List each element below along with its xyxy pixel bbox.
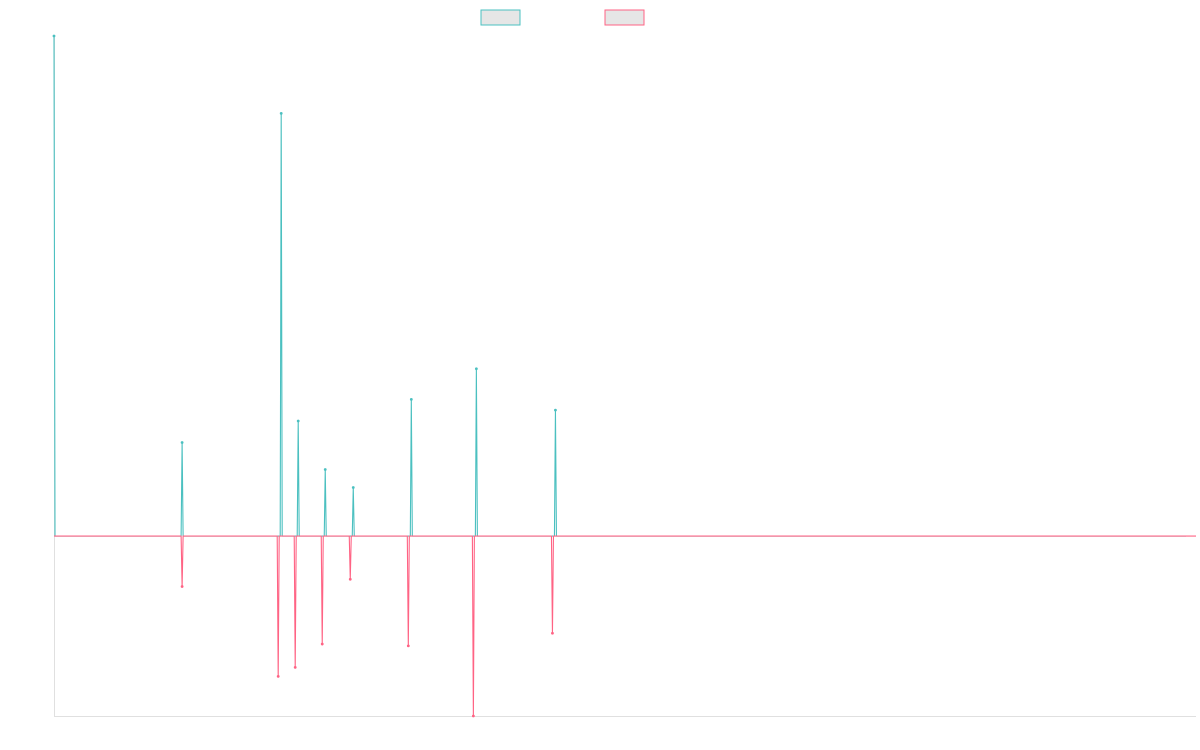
series-2-point[interactable] (471, 714, 475, 718)
series-2-point[interactable] (348, 577, 352, 581)
series-1-point[interactable] (279, 111, 283, 115)
series-2-point[interactable] (276, 675, 280, 678)
series-2-point[interactable] (180, 585, 184, 588)
series-2-point[interactable] (406, 644, 410, 648)
series-2-point[interactable] (320, 642, 324, 646)
series-1-point[interactable] (52, 34, 56, 38)
series-1-point[interactable] (351, 486, 355, 489)
legend-swatch-series-2[interactable] (604, 9, 645, 26)
series-2-point[interactable] (551, 631, 554, 635)
legend-swatch-series-1[interactable] (480, 9, 521, 26)
series-1-point[interactable] (180, 441, 184, 444)
series-1-point[interactable] (474, 367, 478, 371)
series-layer (52, 34, 1196, 718)
series-1-point[interactable] (323, 468, 327, 471)
series-1-point[interactable] (554, 408, 557, 412)
series-1-point[interactable] (409, 397, 413, 401)
plot-area (52, 34, 1196, 718)
series-1-line (53, 35, 1186, 537)
legend (480, 9, 645, 26)
series-1-point[interactable] (296, 419, 300, 423)
series-2-line (54, 535, 1196, 717)
series-2-point[interactable] (293, 666, 297, 669)
